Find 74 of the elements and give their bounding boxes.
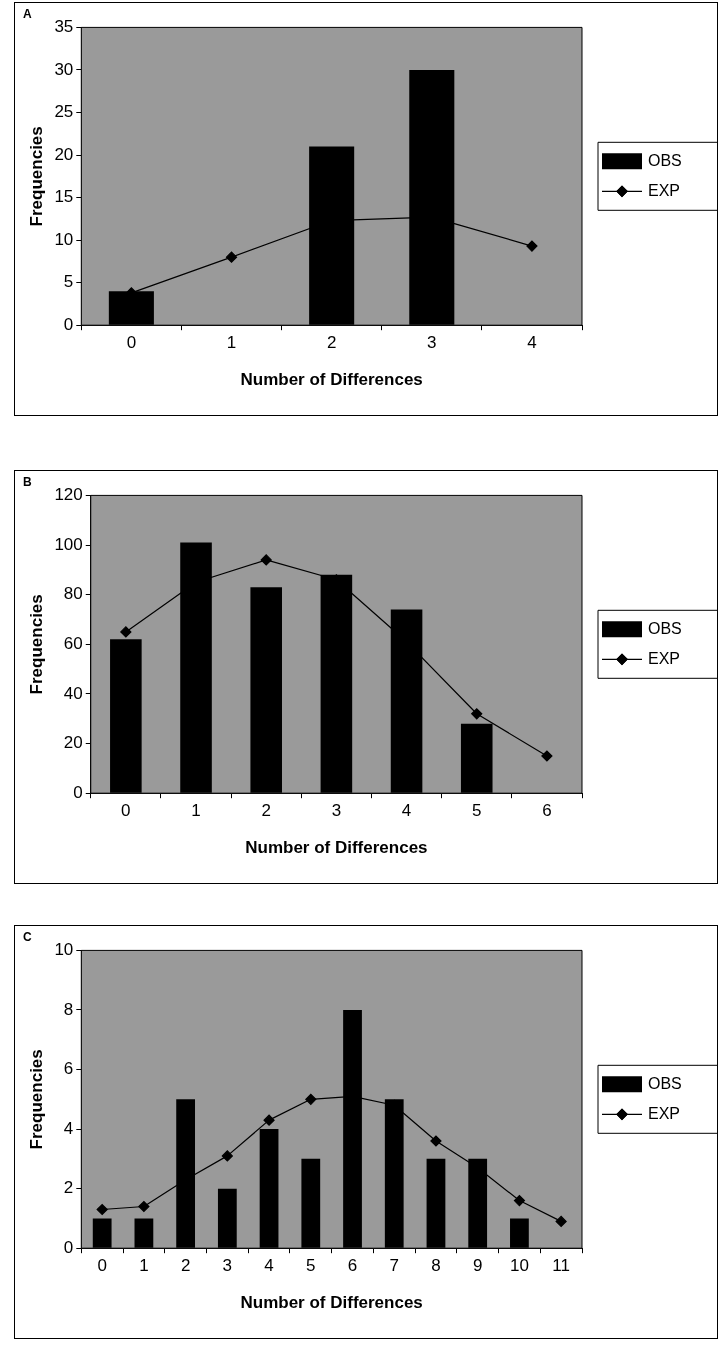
chart-title: A	[23, 6, 32, 21]
x-tick-label: 2	[261, 801, 271, 821]
point	[526, 240, 538, 252]
point	[555, 1215, 567, 1227]
x-tick-label: 11	[552, 1256, 570, 1276]
x-axis-title: Number of Differences	[240, 370, 423, 390]
x-tick-label: 7	[389, 1256, 399, 1276]
x-tick-label: 3	[331, 801, 342, 821]
point	[430, 1135, 442, 1147]
y-tick-label: 8	[63, 999, 74, 1019]
chart-title: B	[23, 474, 32, 489]
y-tick-label: 6	[63, 1059, 74, 1079]
legend-label: EXP	[648, 649, 681, 667]
x-tick-label: 4	[527, 333, 537, 353]
x-tick-label: 0	[97, 1256, 107, 1276]
point	[263, 1114, 275, 1126]
y-tick-label: 80	[63, 584, 83, 604]
x-tick-label: 9	[472, 1256, 483, 1276]
x-tick-label: 6	[347, 1256, 358, 1276]
x-tick-label: 2	[180, 1256, 191, 1276]
legend-label: OBS	[648, 1074, 682, 1092]
y-tick-label: 0	[73, 782, 83, 802]
y-tick-label: 4	[63, 1118, 74, 1138]
y-axis-title: Frequencies	[26, 594, 46, 695]
x-tick-label: 2	[326, 333, 337, 353]
x-tick-label: 1	[191, 801, 201, 821]
y-tick-label: 60	[63, 633, 83, 653]
y-tick-label: 30	[54, 59, 74, 79]
point	[513, 1194, 526, 1207]
point	[541, 750, 553, 762]
x-tick-label: 8	[431, 1256, 441, 1276]
x-tick-label: 4	[401, 801, 412, 821]
y-tick-label: 25	[54, 102, 74, 122]
x-tick-label: 10	[509, 1256, 529, 1276]
x-tick-label: 1	[139, 1256, 149, 1276]
x-axis-title: Number of Differences	[240, 1293, 423, 1313]
legend-label: OBS	[648, 619, 682, 637]
y-tick-label: 40	[63, 683, 83, 703]
x-tick-label: 5	[472, 801, 482, 821]
x-tick-label: 3	[427, 333, 437, 353]
x-tick-label: 0	[121, 801, 131, 821]
x-tick-label: 3	[222, 1256, 233, 1276]
y-tick-label: 100	[54, 534, 83, 554]
x-tick-label: 5	[306, 1256, 316, 1276]
y-tick-label: 20	[54, 144, 74, 164]
x-tick-label: 4	[264, 1256, 274, 1276]
y-tick-label: 5	[63, 272, 74, 292]
point	[305, 1093, 317, 1105]
y-tick-label: 35	[54, 17, 74, 37]
x-tick-label: 1	[226, 333, 237, 353]
point	[471, 708, 483, 720]
y-tick-label: 120	[54, 485, 83, 505]
point	[120, 626, 132, 638]
chart-title: C	[23, 929, 32, 944]
y-tick-label: 0	[63, 314, 74, 334]
point	[260, 554, 272, 566]
point	[225, 251, 238, 263]
x-tick-label: 6	[542, 801, 552, 821]
y-tick-label: 15	[54, 187, 74, 207]
legend-label: EXP	[648, 181, 681, 199]
y-tick-label: 10	[54, 229, 74, 249]
y-tick-label: 2	[63, 1178, 74, 1198]
y-axis-title: Frequencies	[26, 1049, 46, 1150]
y-tick-label: 20	[63, 733, 83, 753]
legend-label: EXP	[648, 1104, 681, 1122]
x-axis-title: Number of Differences	[245, 838, 428, 858]
y-axis-title: Frequencies	[26, 126, 46, 227]
point	[221, 1150, 233, 1162]
point	[138, 1200, 150, 1213]
legend-label: OBS	[648, 151, 682, 169]
y-tick-label: 10	[54, 940, 74, 960]
point	[96, 1203, 108, 1216]
y-tick-label: 0	[63, 1237, 74, 1257]
x-tick-label: 0	[126, 333, 137, 353]
